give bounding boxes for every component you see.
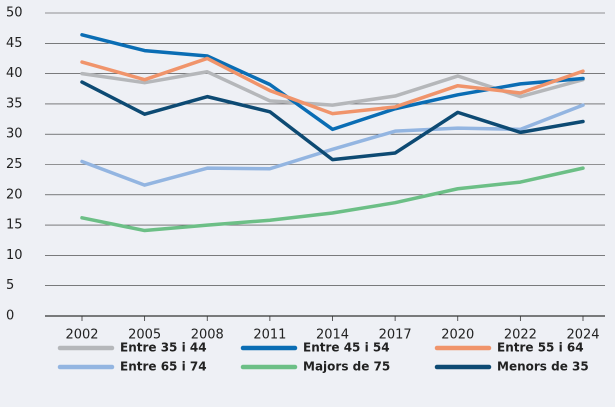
x-tick-label: 2020 — [441, 328, 474, 343]
series-line — [80, 103, 585, 187]
y-tick-label: 35 — [6, 96, 23, 111]
legend-label: Entre 35 i 44 — [120, 341, 207, 355]
y-tick-label: 0 — [6, 309, 14, 324]
x-tick-label: 2011 — [253, 328, 286, 343]
y-tick-label: 15 — [6, 218, 23, 233]
series-line — [80, 56, 585, 116]
legend-label: Entre 65 i 74 — [120, 360, 207, 374]
y-tick-label: 25 — [6, 157, 23, 172]
y-tick-label: 5 — [6, 278, 14, 293]
series-line — [80, 80, 585, 162]
y-tick-label: 30 — [6, 127, 23, 142]
x-tick-label: 2008 — [191, 328, 224, 343]
y-tick-label: 45 — [6, 36, 23, 51]
y-tick-label: 50 — [6, 6, 23, 21]
x-tick-label: 2002 — [65, 328, 98, 343]
series-line — [80, 166, 585, 233]
x-tick-label: 2005 — [128, 328, 161, 343]
y-tick-label: 10 — [6, 248, 23, 263]
y-tick-label: 40 — [6, 66, 23, 81]
legend-label: Menors de 35 — [497, 360, 589, 374]
x-tick-label: 2017 — [379, 328, 412, 343]
series-line — [80, 33, 585, 132]
x-tick-label: 2014 — [316, 328, 349, 343]
legend-label: Majors de 75 — [303, 360, 390, 374]
x-tick-label: 2024 — [566, 328, 599, 343]
y-tick-label: 20 — [6, 187, 23, 202]
x-tick-label: 2022 — [504, 328, 537, 343]
legend-label: Entre 45 i 54 — [303, 341, 390, 355]
legend-label: Entre 55 i 64 — [497, 341, 584, 355]
